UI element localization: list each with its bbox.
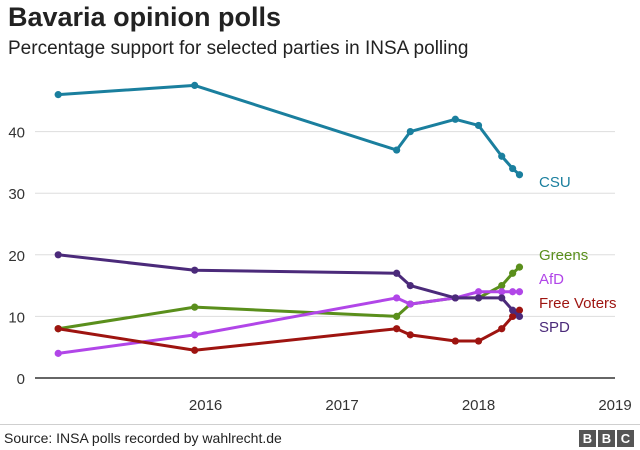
x-tick-label: 2019 bbox=[598, 397, 631, 414]
data-point bbox=[393, 269, 401, 277]
series-line bbox=[58, 253, 521, 318]
data-point bbox=[509, 288, 517, 296]
logo-letter: B bbox=[579, 430, 596, 447]
data-point bbox=[498, 325, 506, 333]
data-point bbox=[474, 294, 483, 302]
y-tick-label: 20 bbox=[8, 248, 25, 265]
data-point bbox=[509, 269, 517, 277]
data-point bbox=[451, 115, 459, 123]
data-point bbox=[54, 325, 62, 333]
data-point bbox=[509, 312, 517, 320]
data-point bbox=[406, 128, 414, 136]
data-point bbox=[509, 164, 517, 173]
logo-letter: C bbox=[617, 430, 634, 447]
data-point bbox=[191, 331, 199, 339]
y-tick-label: 10 bbox=[8, 309, 25, 326]
data-point bbox=[498, 152, 506, 160]
data-point bbox=[515, 288, 524, 296]
data-point bbox=[515, 263, 524, 271]
series-label: Greens bbox=[539, 247, 588, 264]
data-point bbox=[393, 294, 401, 302]
data-point bbox=[451, 294, 459, 302]
y-tick-label: 0 bbox=[17, 371, 25, 388]
source-note: Source: INSA polls recorded by wahlrecht… bbox=[4, 430, 282, 446]
data-point bbox=[54, 349, 62, 357]
y-tick-label: 40 bbox=[8, 125, 25, 142]
data-point bbox=[474, 337, 483, 345]
data-point bbox=[474, 288, 483, 296]
y-tick-label: 30 bbox=[8, 186, 25, 203]
data-point bbox=[191, 266, 199, 274]
chart-title: Bavaria opinion polls bbox=[8, 2, 282, 32]
line-chart: 0 10 20 30 40 2016 2017 2018 2019 CSU Greens AfD Fre… bbox=[8, 81, 632, 414]
data-point bbox=[406, 331, 414, 339]
data-point bbox=[393, 325, 401, 333]
data-point bbox=[498, 294, 506, 302]
data-point bbox=[393, 146, 401, 154]
data-point bbox=[451, 337, 459, 345]
x-tick-label: 2018 bbox=[462, 397, 495, 414]
chart-subtitle: Percentage support for selected parties … bbox=[8, 38, 469, 59]
data-point bbox=[54, 91, 62, 99]
data-point bbox=[515, 171, 524, 179]
series-label: SPD bbox=[539, 319, 570, 336]
x-tick-label: 2016 bbox=[189, 397, 222, 414]
data-point bbox=[393, 312, 401, 320]
data-point bbox=[191, 346, 199, 354]
data-point bbox=[406, 300, 414, 308]
x-tick-label: 2017 bbox=[325, 397, 358, 414]
data-point bbox=[509, 306, 517, 314]
data-point bbox=[498, 288, 506, 296]
bbc-logo: B B C bbox=[579, 430, 634, 447]
series-label: AfD bbox=[539, 271, 564, 288]
data-point bbox=[406, 282, 414, 290]
data-point bbox=[515, 306, 524, 314]
footer-divider bbox=[0, 424, 640, 425]
data-point bbox=[498, 282, 506, 290]
logo-letter: B bbox=[598, 430, 615, 447]
series-line bbox=[57, 290, 520, 355]
data-point bbox=[191, 303, 199, 311]
data-point bbox=[474, 121, 483, 130]
series-label: Free Voters bbox=[539, 295, 617, 312]
data-point bbox=[191, 81, 199, 89]
data-point bbox=[54, 251, 62, 259]
data-point bbox=[515, 312, 524, 320]
series-line bbox=[58, 83, 521, 176]
series-label: CSU bbox=[539, 174, 571, 191]
